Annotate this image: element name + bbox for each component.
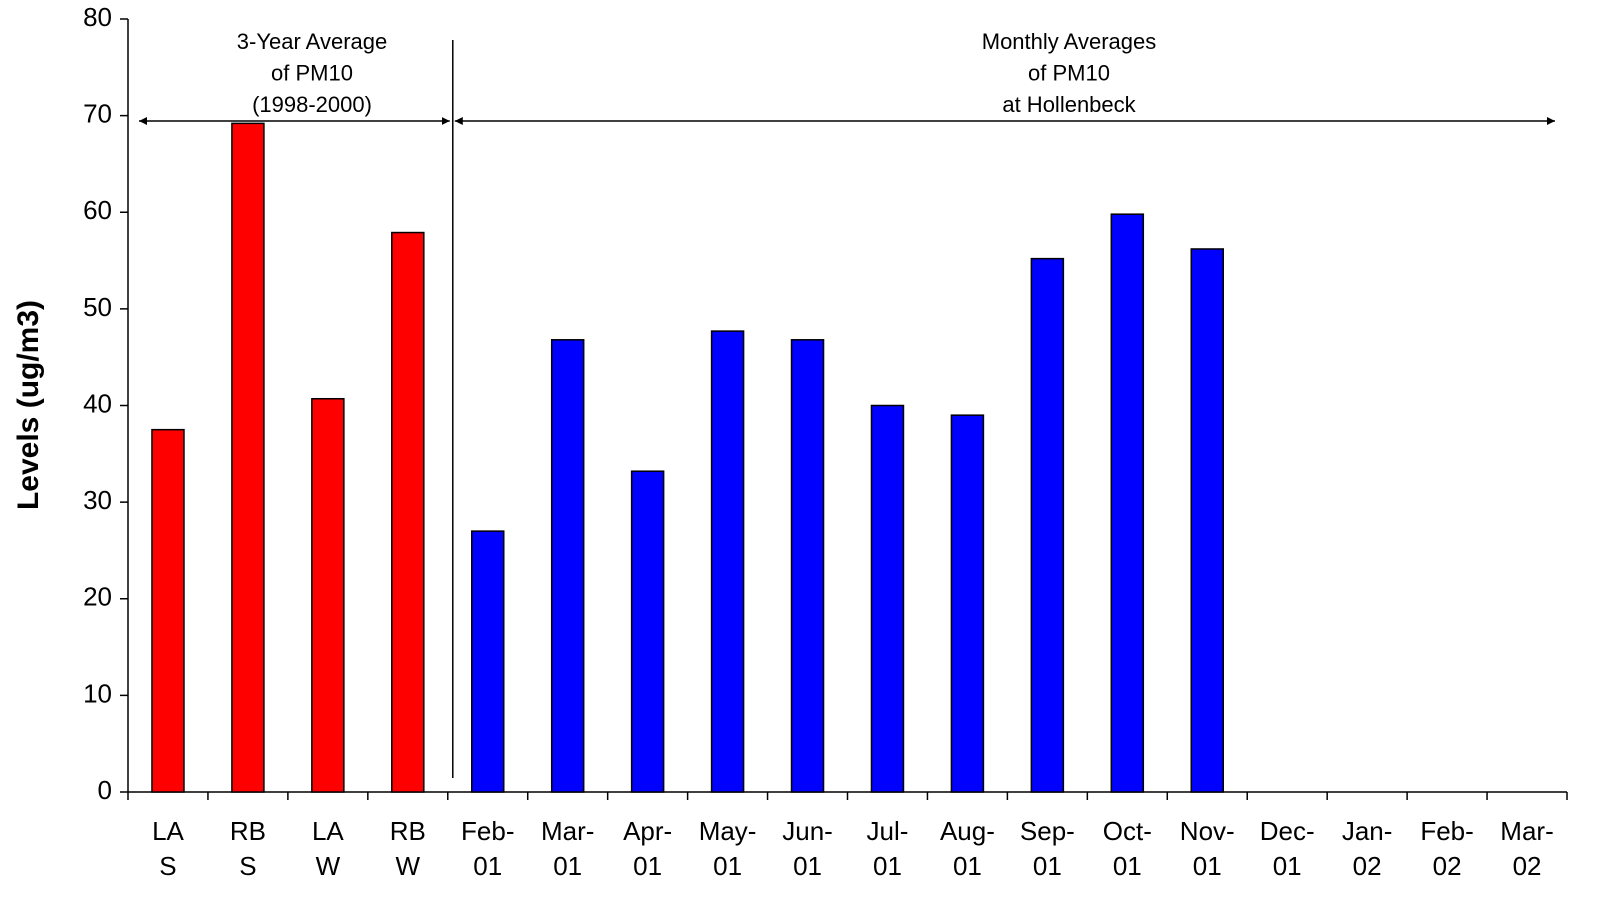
x-tick-label: 02 xyxy=(1513,851,1542,881)
x-tick-label: RB xyxy=(390,816,426,846)
x-tick-label: RB xyxy=(230,816,266,846)
x-tick-label: LA xyxy=(312,816,344,846)
bar xyxy=(1110,213,1145,793)
x-tick-label: Feb- xyxy=(461,816,514,846)
bar xyxy=(231,122,265,793)
bar xyxy=(391,231,425,793)
annotation: at Hollenbeck xyxy=(1002,92,1136,117)
bar xyxy=(550,339,585,793)
x-tick-label: Jul- xyxy=(867,816,909,846)
x-tick-label: LA xyxy=(152,816,184,846)
x-tick-label: 01 xyxy=(1033,851,1062,881)
x-tick-label: Jan- xyxy=(1342,816,1393,846)
x-tick-label: 02 xyxy=(1353,851,1382,881)
x-tick-label: Apr- xyxy=(623,816,672,846)
y-tick-label: 50 xyxy=(83,292,112,322)
x-tick-label: 01 xyxy=(953,851,982,881)
x-tick-label: Nov- xyxy=(1180,816,1235,846)
x-tick-label: Mar- xyxy=(541,816,594,846)
bar xyxy=(311,397,345,793)
x-tick-label: Mar- xyxy=(1500,816,1553,846)
x-tick-label: 01 xyxy=(713,851,742,881)
x-tick-label: 01 xyxy=(1273,851,1302,881)
y-axis-label: Levels (ug/m3) xyxy=(12,300,45,510)
annotation: 3-Year Average xyxy=(237,29,387,54)
x-tick-label: 01 xyxy=(1113,851,1142,881)
bar xyxy=(790,339,825,793)
x-tick-label: Jun- xyxy=(782,816,833,846)
x-tick-label: S xyxy=(159,851,176,881)
x-tick-label: 02 xyxy=(1433,851,1462,881)
x-tick-label: Sep- xyxy=(1020,816,1075,846)
x-tick-label: 01 xyxy=(1193,851,1222,881)
x-tick-label: 01 xyxy=(633,851,662,881)
bar xyxy=(151,428,185,793)
y-tick-label: 0 xyxy=(98,775,112,805)
y-tick-label: 10 xyxy=(83,678,112,708)
x-tick-label: Oct- xyxy=(1103,816,1152,846)
x-tick-label: Aug- xyxy=(940,816,995,846)
annotation: (1998-2000) xyxy=(252,92,372,117)
x-tick-label: W xyxy=(396,851,421,881)
y-tick-label: 20 xyxy=(83,582,112,612)
x-tick-label: S xyxy=(239,851,256,881)
y-tick-label: 30 xyxy=(83,485,112,515)
y-tick-label: 70 xyxy=(83,99,112,129)
annotation: of PM10 xyxy=(1028,60,1110,85)
y-tick-label: 60 xyxy=(83,195,112,225)
annotation: Monthly Averages xyxy=(982,29,1156,54)
annotation: of PM10 xyxy=(271,60,353,85)
bar xyxy=(710,330,745,793)
x-tick-label: May- xyxy=(699,816,757,846)
bar xyxy=(630,470,665,793)
bar xyxy=(1190,248,1224,793)
y-tick-label: 80 xyxy=(83,2,112,32)
bar xyxy=(950,414,985,793)
x-tick-label: W xyxy=(316,851,341,881)
x-tick-label: Dec- xyxy=(1260,816,1315,846)
x-tick-label: 01 xyxy=(473,851,502,881)
y-tick-label: 40 xyxy=(83,388,112,418)
bar xyxy=(1030,257,1065,793)
bar xyxy=(471,530,505,793)
bar xyxy=(870,404,905,793)
x-tick-label: 01 xyxy=(873,851,902,881)
x-tick-label: Feb- xyxy=(1420,816,1473,846)
x-tick-label: 01 xyxy=(793,851,822,881)
x-tick-label: 01 xyxy=(553,851,582,881)
